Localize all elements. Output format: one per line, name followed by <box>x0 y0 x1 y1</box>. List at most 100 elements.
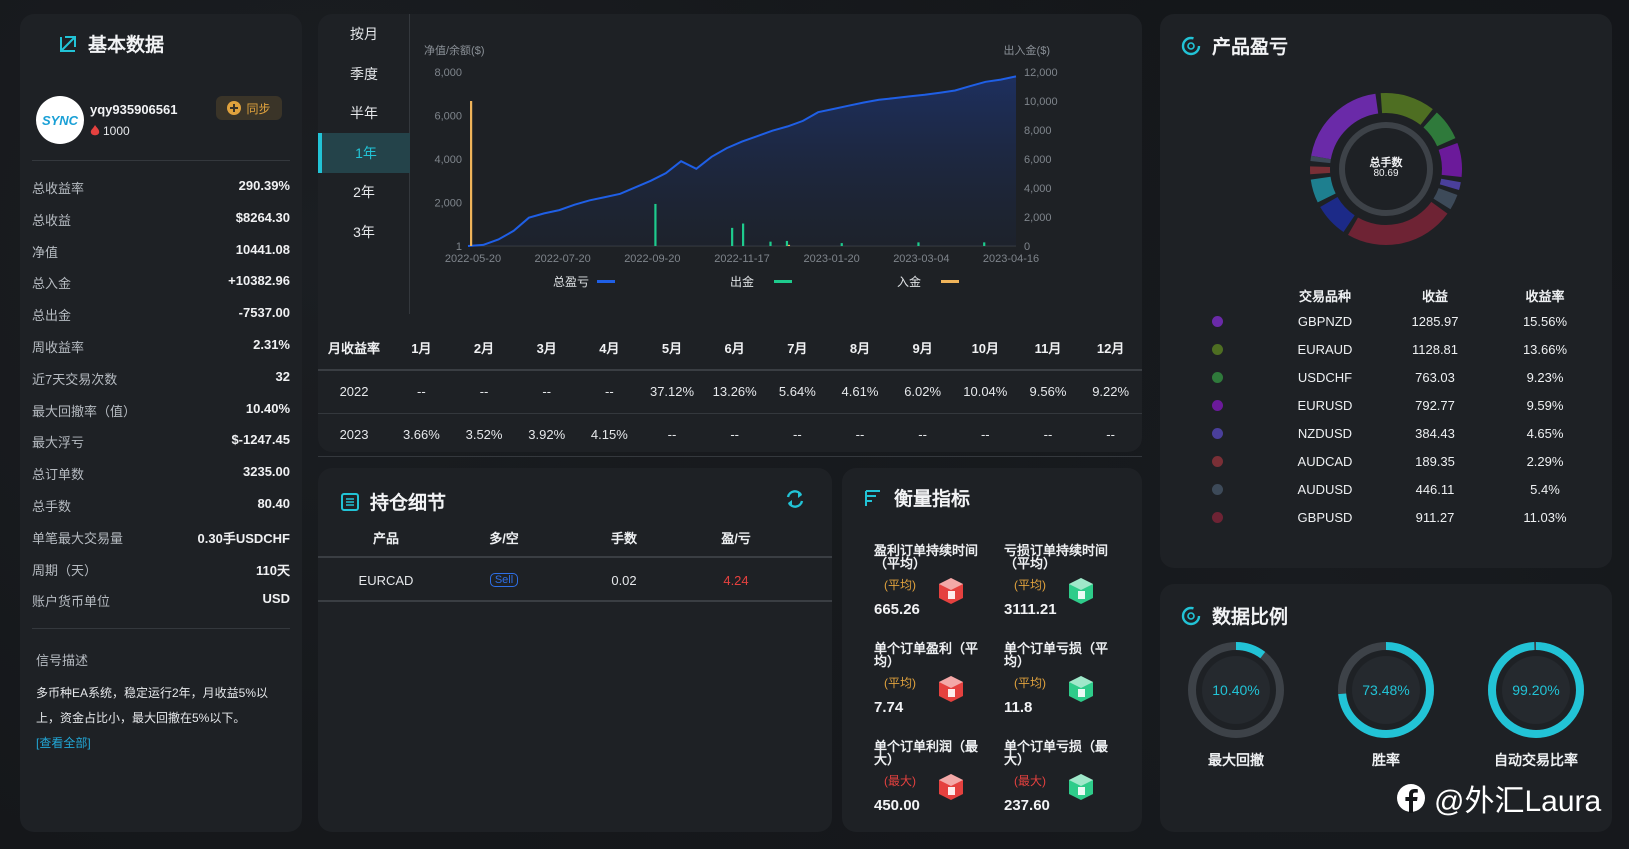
data-ratio-header: 数据比例 <box>1180 602 1288 629</box>
profit-amount: 792.77 <box>1415 398 1455 413</box>
withdraw-bar <box>742 223 745 246</box>
product-profit-title: 产品盈亏 <box>1212 37 1289 58</box>
col-rate: 收益率 <box>1525 289 1565 304</box>
y-right-tick: 10,000 <box>1024 96 1058 108</box>
metric-value: 237.60 <box>1004 797 1050 814</box>
basic-data-panel: 基本数据 SYNC yqy935906561 1000 同步 总收益率 290.3… <box>20 14 302 832</box>
profit-rate: 11.03% <box>1523 510 1567 525</box>
basic-data-row: 最大浮亏 $-1247.45 <box>32 432 290 451</box>
col-symbol: 交易品种 <box>1298 289 1351 304</box>
view-all-link[interactable]: [查看全部] <box>36 736 91 750</box>
monthly-cell: 4.61% <box>828 370 892 414</box>
x-tick: 2022-11-17 <box>714 253 769 265</box>
metric-item: 单个订单亏损（平均） (平均) 11.8 <box>1004 642 1108 716</box>
series-color-dot <box>1212 344 1223 355</box>
period-tab[interactable]: 半年 <box>350 105 378 121</box>
sync-button[interactable]: 同步 <box>216 96 282 120</box>
profit-rate: 9.23% <box>1526 370 1564 385</box>
monthly-cell: -- <box>891 413 954 457</box>
monthly-cell: -- <box>515 370 579 414</box>
basic-data-label: 总订单数 <box>32 467 85 483</box>
donut-segment <box>1348 201 1448 245</box>
refresh-icon[interactable] <box>784 488 806 510</box>
basic-data-value: $-1247.45 <box>231 432 290 448</box>
period-tab[interactable]: 1年 <box>318 132 410 173</box>
monthly-cell: 3.52% <box>452 413 516 457</box>
basic-data-value: 10.40% <box>245 400 290 416</box>
monthly-cell: -- <box>390 370 453 414</box>
ratio-gauge: 73.48% <box>1336 640 1436 740</box>
metric-subtitle: (平均) <box>1014 676 1046 690</box>
monthly-cell: 37.12% <box>640 370 704 414</box>
ratio-gauge-fill <box>1488 642 1584 738</box>
profit-row: AUDUSD 446.11 5.4% <box>1160 476 1612 504</box>
metric-subtitle: (平均) <box>1014 578 1046 592</box>
legend-swatch <box>597 280 615 283</box>
metric-title: 单个订单盈利（平均） <box>874 641 979 669</box>
positions-col-header: 盈/亏 <box>721 531 751 546</box>
period-tab[interactable]: 3年 <box>353 223 375 240</box>
basic-data-value: 0.30手USDCHF <box>197 530 290 546</box>
profit-row: GBPUSD 911.27 11.03% <box>1160 504 1612 532</box>
profit-rate: 9.59% <box>1526 398 1564 413</box>
basic-data-label: 周期（天） <box>32 562 98 578</box>
positions-title: 持仓细节 <box>370 493 447 514</box>
monthly-cell: 3.66% <box>390 413 453 457</box>
ratio-value: 10.40% <box>1212 682 1259 698</box>
profit-symbol: EURUSD <box>1297 398 1353 413</box>
ratio-label: 最大回撤 <box>1208 752 1264 768</box>
basic-data-row: 近7天交易次数 32 <box>32 369 290 388</box>
series-color-dot <box>1212 428 1223 439</box>
avatar[interactable]: SYNC <box>36 96 84 144</box>
metric-value: 665.26 <box>874 601 920 618</box>
ratio-gauge: 99.20% <box>1486 640 1586 740</box>
donut-segment <box>1310 155 1331 164</box>
profit-amount: 1128.81 <box>1411 342 1459 357</box>
period-tab[interactable]: 按月 <box>350 26 378 42</box>
position-pnl: 4.24 <box>723 573 749 588</box>
metrics-icon <box>865 489 880 506</box>
ratio-gauge: 10.40% <box>1186 640 1286 740</box>
monthly-header-cell: 12月 <box>1079 326 1142 371</box>
basic-data-label: 总手数 <box>32 499 72 514</box>
position-lots: 0.02 <box>611 573 637 588</box>
metric-subtitle: (最大) <box>884 774 916 788</box>
monthly-cell: 6.02% <box>891 370 954 414</box>
period-tab[interactable]: 2年 <box>353 184 375 200</box>
monthly-header-cell: 2月 <box>452 326 516 371</box>
basic-data-value: 32 <box>275 368 290 384</box>
period-tab[interactable]: 季度 <box>350 65 378 82</box>
withdraw-bar <box>785 240 789 246</box>
monthly-cell: 2023 <box>318 413 391 457</box>
basic-data-row: 净值 10441.08 <box>32 242 290 261</box>
watermark-text: @外汇Laura <box>1434 785 1602 818</box>
withdraw-bar <box>769 241 772 246</box>
profit-amount: 189.35 <box>1415 454 1455 469</box>
withdraw-bar <box>840 243 843 246</box>
positions-table-header: 产品 多/空 手数 盈/亏 <box>318 522 832 558</box>
ratio-label: 自动交易比率 <box>1494 752 1578 768</box>
basic-data-label: 账户货币单位 <box>32 594 111 610</box>
withdraw-bar <box>917 242 920 246</box>
basic-data-label: 最大浮亏 <box>32 435 85 451</box>
metric-title: 亏损订单持续时间（平均） <box>1004 543 1109 571</box>
fire-count-row: 1000 <box>90 124 130 138</box>
profit-symbol: NZDUSD <box>1297 426 1353 441</box>
chart-panel: 按月 季度 半年 1年 2年 3年 净值/余额($) 出入金($) 8,000 6,000 4,0… <box>318 14 1142 457</box>
product-profit-header: 产品盈亏 <box>1180 32 1288 59</box>
metric-cube-icon <box>1066 576 1096 606</box>
ring-icon <box>1181 36 1201 55</box>
profit-amount: 911.27 <box>1415 510 1455 525</box>
metric-cube-icon <box>1066 772 1096 802</box>
position-row[interactable]: EURCAD Sell 0.02 4.24 <box>318 560 832 602</box>
ratio-label: 胜率 <box>1372 752 1400 768</box>
y-right-tick: 12,000 <box>1024 67 1058 79</box>
basic-data-row: 单笔最大交易量 0.30手USDCHF <box>32 528 290 547</box>
ratio-gauge-fill <box>1338 642 1434 738</box>
profit-rate: 15.56% <box>1522 314 1568 329</box>
basic-data-label: 净值 <box>32 244 59 260</box>
position-side-badge: Sell <box>490 573 518 587</box>
metric-value: 7.74 <box>874 699 904 716</box>
legend-label: 出金 <box>730 274 754 289</box>
signal-desc-line2: 上，资金占比小，最大回撤在5%以下。 <box>36 711 246 725</box>
